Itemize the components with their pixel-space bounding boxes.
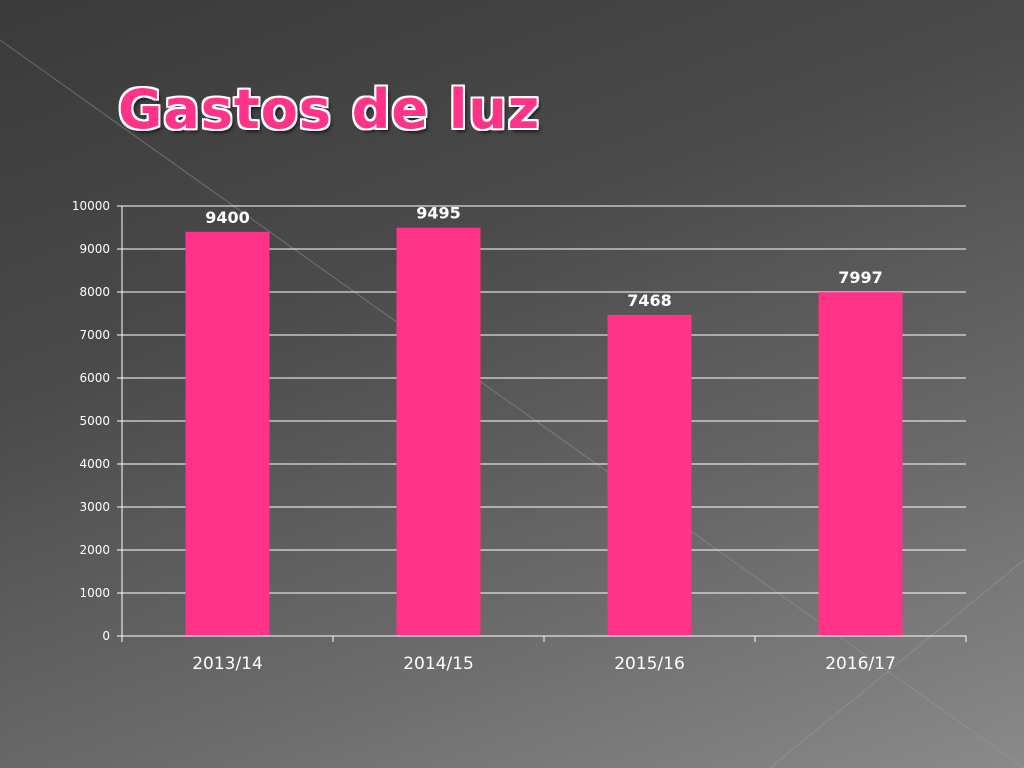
y-tick-label: 5000 [79,414,110,428]
x-tick-label: 2013/14 [192,654,263,674]
y-tick-label: 7000 [79,328,110,342]
bars [185,227,903,637]
bar [818,292,903,636]
data-label: 9495 [416,204,461,223]
bar [185,231,270,637]
y-tick-label: 1000 [79,586,110,600]
slide-title: Gastos de luz [118,78,541,141]
x-tick-label: 2016/17 [825,654,896,674]
y-tick-label: 6000 [79,371,110,385]
data-labels: 9400 9495 7468 7997 [205,204,883,310]
bar [396,227,481,636]
data-label: 7468 [627,291,672,310]
x-tick-label: 2015/16 [614,654,685,674]
y-tick-label: 3000 [79,500,110,514]
x-tick-label: 2014/15 [403,654,474,674]
y-tick-label: 0 [102,629,110,643]
bar [607,314,692,636]
data-label: 9400 [205,208,250,227]
y-tick-label: 10000 [72,199,110,213]
data-label: 7997 [838,268,883,287]
y-tick-label: 2000 [79,543,110,557]
y-tick-label: 9000 [79,242,110,256]
x-axis: 2013/14 2014/15 2015/16 2016/17 [121,206,967,674]
y-axis-ticks: 0 1000 2000 3000 4000 5000 6000 7000 8000 9000 100… [72,199,110,643]
y-tick-label: 8000 [79,285,110,299]
y-tick-label: 4000 [79,457,110,471]
